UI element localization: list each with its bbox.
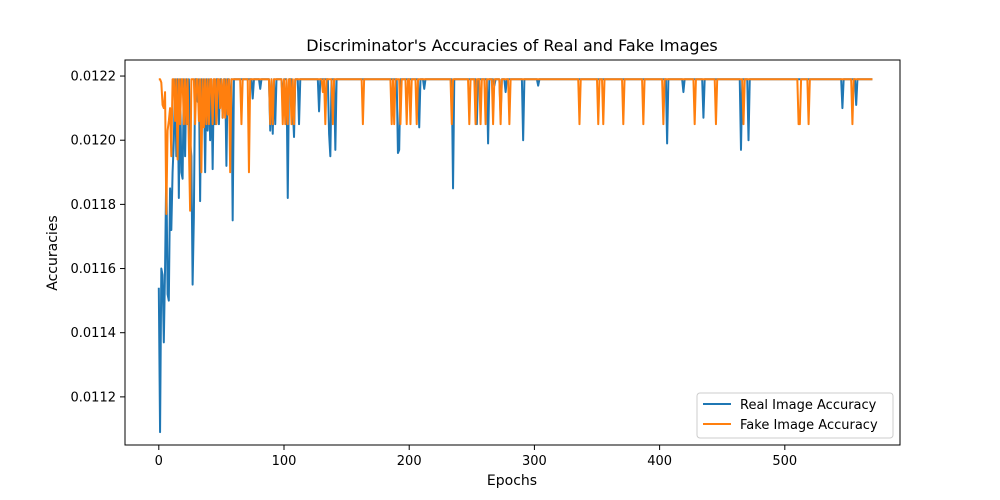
y-tick-label: 0.0114 bbox=[71, 326, 117, 341]
y-tick-label: 0.0120 bbox=[71, 134, 117, 149]
y-axis-label: Accuracies bbox=[45, 215, 61, 290]
series-layer bbox=[157, 78, 873, 434]
plot-background bbox=[125, 60, 900, 445]
legend: Real Image Accuracy Fake Image Accuracy bbox=[696, 392, 894, 439]
plot-frame bbox=[124, 59, 901, 446]
x-tick-label: 300 bbox=[522, 454, 547, 469]
chart-title: Discriminator's Accuracies of Real and F… bbox=[306, 36, 718, 55]
x-axis-label: Epochs bbox=[487, 473, 537, 489]
x-tick-label: 0 bbox=[155, 454, 163, 469]
x-tick-label: 500 bbox=[772, 454, 797, 469]
legend-label-fake: Fake Image Accuracy bbox=[740, 418, 878, 433]
y-tick-label: 0.0122 bbox=[71, 70, 117, 85]
y-axis: 0.0112 0.0114 0.0116 0.0118 0.0120 0.0122 bbox=[71, 70, 125, 405]
x-tick-label: 200 bbox=[397, 454, 422, 469]
y-tick-label: 0.0118 bbox=[71, 198, 117, 213]
fake-accuracy-line bbox=[158, 78, 873, 215]
x-axis: 0 100 200 300 400 500 bbox=[155, 445, 797, 469]
x-tick-label: 400 bbox=[647, 454, 672, 469]
x-tick-label: 100 bbox=[272, 454, 297, 469]
y-tick-label: 0.0112 bbox=[71, 390, 117, 405]
legend-label-real: Real Image Accuracy bbox=[740, 398, 877, 413]
y-tick-label: 0.0116 bbox=[71, 262, 117, 277]
plot-area bbox=[124, 59, 901, 446]
legend-box bbox=[696, 392, 894, 439]
